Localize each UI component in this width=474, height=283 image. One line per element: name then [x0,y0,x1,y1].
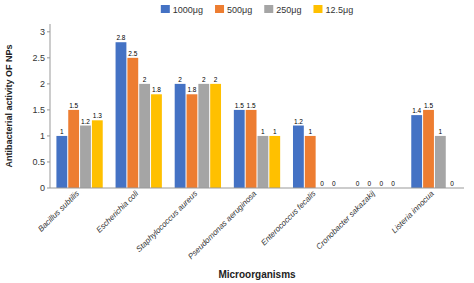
y-tick-label: 1.5 [32,105,45,115]
x-tick-label: Bacillus subtilis [36,189,81,234]
legend: 1000μg 500μg 250μg 12.5μg [161,5,353,15]
bar [258,136,269,188]
data-label: 1.2 [294,118,303,125]
y-tick-label: 0 [40,183,45,193]
data-label: 1.4 [412,107,421,114]
legend-label: 12.5μg [325,5,353,15]
data-label: 1 [273,128,277,135]
data-labels: 12.821.51.201.41.52.51.81.5101.51.222100… [60,34,454,187]
data-label: 0 [391,180,395,187]
bar [210,84,221,188]
legend-swatch [215,5,224,13]
legend-item: 12.5μg [313,5,353,15]
bar [198,84,209,188]
x-tick-label: Pseudomonas aeruginosa [186,189,258,261]
x-tick-label: Listeria innocua [390,189,436,235]
bar [269,136,280,188]
bar [234,110,245,188]
data-label: 1.2 [81,118,90,125]
y-tick-label: 3 [40,27,45,37]
bar [187,94,198,188]
x-tick-label: Enterococcus fecalis [259,189,317,247]
data-label: 1.5 [69,102,78,109]
data-label: 0 [332,180,336,187]
legend-swatch [161,5,170,13]
bar [56,136,67,188]
bar [293,126,304,188]
bar [127,58,138,188]
y-tick-label: 0.5 [32,157,45,167]
bar [435,136,446,188]
legend-label: 250μg [276,5,301,15]
bar [411,115,422,188]
data-label: 0 [379,180,383,187]
data-label: 0 [450,180,454,187]
bar [305,136,316,188]
y-axis-line [50,24,51,188]
x-axis-title: Microorganisms [218,269,296,280]
data-label: 1 [439,128,443,135]
y-tick-label: 2.5 [32,53,45,63]
bar [423,110,434,188]
y-tick-label: 1 [40,131,45,141]
data-label: 1.5 [424,102,433,109]
data-label: 1.5 [247,102,256,109]
data-label: 1 [308,128,312,135]
legend-item: 250μg [264,5,301,15]
bar [92,120,103,188]
bar [246,110,257,188]
bar [175,84,186,188]
data-label: 1 [60,128,64,135]
data-label: 1.3 [93,112,102,119]
data-label: 2 [202,76,206,83]
data-label: 2 [143,76,147,83]
data-label: 1.5 [235,102,244,109]
data-label: 1.8 [187,86,196,93]
data-label: 0 [320,180,324,187]
legend-label: 500μg [227,5,252,15]
data-label: 2.8 [116,34,125,41]
data-label: 2.5 [128,50,137,57]
legend-swatch [313,5,322,13]
y-tick-label: 2 [40,79,45,89]
bar [116,42,127,188]
data-label: 0 [368,180,372,187]
bar [80,126,91,188]
x-tick-label: Cronobacter sakazakij [314,189,376,251]
legend-label: 1000μg [173,5,203,15]
legend-item: 1000μg [161,5,203,15]
x-tick-label: Staphylococcus aureus [134,189,199,254]
bar [151,94,162,188]
bars [56,42,445,188]
data-label: 2 [214,76,218,83]
bar [68,110,79,188]
data-label: 0 [356,180,360,187]
x-axis-line [50,188,464,189]
data-label: 1.8 [152,86,161,93]
chart: 00.511.522.5312.821.51.201.41.52.51.81.5… [0,0,474,283]
bar [139,84,150,188]
legend-item: 500μg [215,5,252,15]
y-axis-title: Antibacterial activity OF NPs [4,44,14,167]
x-tick-label: Escherichia coli [94,189,140,235]
legend-swatch [264,5,273,13]
data-label: 1 [261,128,265,135]
data-label: 2 [178,76,182,83]
